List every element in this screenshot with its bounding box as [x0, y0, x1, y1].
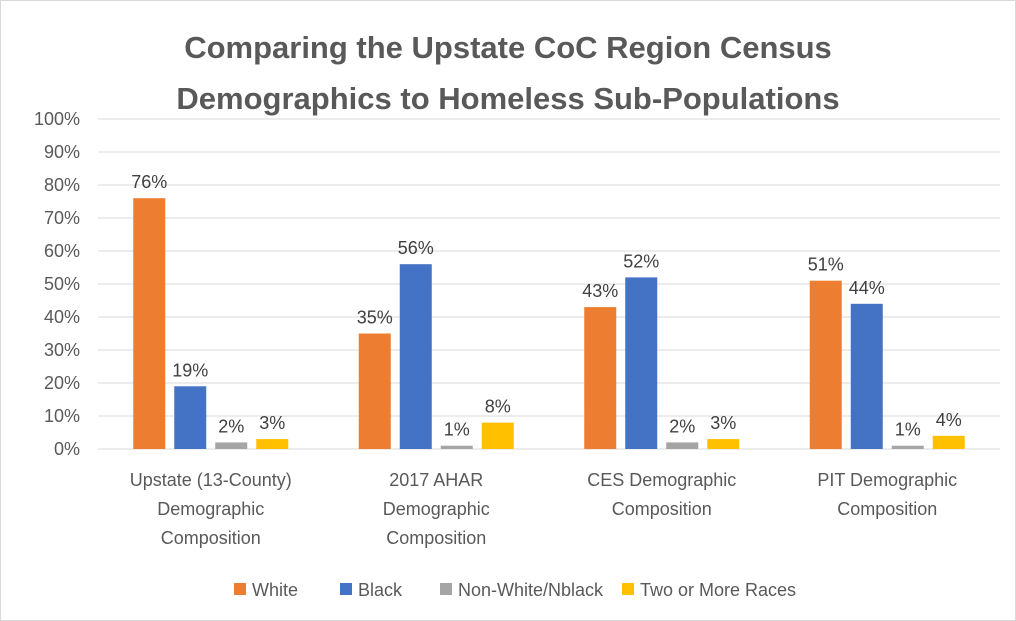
bar-black — [850, 303, 883, 449]
category-label: Demographic — [383, 499, 490, 519]
data-label: 4% — [936, 410, 962, 430]
y-tick-label: 90% — [44, 142, 80, 162]
chart-title-line-1: Comparing the Upstate CoC Region Census — [184, 30, 832, 65]
bar-black — [174, 386, 207, 449]
bar-two-or-more-races — [481, 422, 514, 449]
data-label: 52% — [623, 251, 659, 271]
bar-non-white-nblack — [891, 445, 924, 449]
bar-black — [399, 264, 432, 449]
data-label: 44% — [849, 278, 885, 298]
data-label: 76% — [131, 172, 167, 192]
category-label: Upstate (13-County) — [130, 470, 292, 490]
category-label: Composition — [612, 499, 712, 519]
bar-non-white-nblack — [440, 445, 473, 449]
y-tick-label: 70% — [44, 208, 80, 228]
y-tick-label: 30% — [44, 340, 80, 360]
legend-swatch — [340, 583, 352, 595]
data-label: 56% — [398, 238, 434, 258]
legend-swatch — [622, 583, 634, 595]
category-label: Composition — [161, 528, 261, 548]
data-label: 2% — [218, 416, 244, 436]
category-label: Demographic — [157, 499, 264, 519]
data-label: 8% — [485, 397, 511, 417]
legend-label: Black — [358, 580, 403, 600]
y-tick-label: 100% — [34, 109, 80, 129]
legend-label: Two or More Races — [640, 580, 796, 600]
legend-label: White — [252, 580, 298, 600]
data-label: 3% — [259, 413, 285, 433]
bar-white — [809, 280, 842, 449]
data-label: 35% — [357, 308, 393, 328]
chart-title-line-2: Demographics to Homeless Sub-Populations — [176, 81, 839, 116]
y-tick-label: 10% — [44, 406, 80, 426]
y-tick-label: 0% — [54, 439, 80, 459]
bar-white — [133, 198, 166, 449]
bar-two-or-more-races — [932, 435, 965, 449]
category-label: Composition — [386, 528, 486, 548]
data-label: 3% — [710, 413, 736, 433]
legend-swatch — [234, 583, 246, 595]
category-label: CES Demographic — [587, 470, 736, 490]
data-label: 2% — [669, 416, 695, 436]
legend-swatch — [440, 583, 452, 595]
category-label: PIT Demographic — [817, 470, 957, 490]
data-label: 1% — [444, 420, 470, 440]
bar-non-white-nblack — [215, 442, 248, 449]
bar-non-white-nblack — [666, 442, 699, 449]
category-label: Composition — [837, 499, 937, 519]
y-tick-label: 80% — [44, 175, 80, 195]
data-label: 19% — [172, 360, 208, 380]
data-label: 43% — [582, 281, 618, 301]
bar-black — [625, 277, 658, 449]
y-tick-label: 50% — [44, 274, 80, 294]
data-label: 51% — [808, 255, 844, 275]
bar-white — [584, 307, 617, 449]
bar-two-or-more-races — [256, 439, 289, 449]
y-tick-label: 60% — [44, 241, 80, 261]
y-tick-label: 20% — [44, 373, 80, 393]
category-label: 2017 AHAR — [389, 470, 483, 490]
bar-white — [358, 333, 391, 449]
legend-label: Non-White/Nblack — [458, 580, 604, 600]
bar-two-or-more-races — [707, 439, 740, 449]
data-label: 1% — [895, 420, 921, 440]
y-tick-label: 40% — [44, 307, 80, 327]
